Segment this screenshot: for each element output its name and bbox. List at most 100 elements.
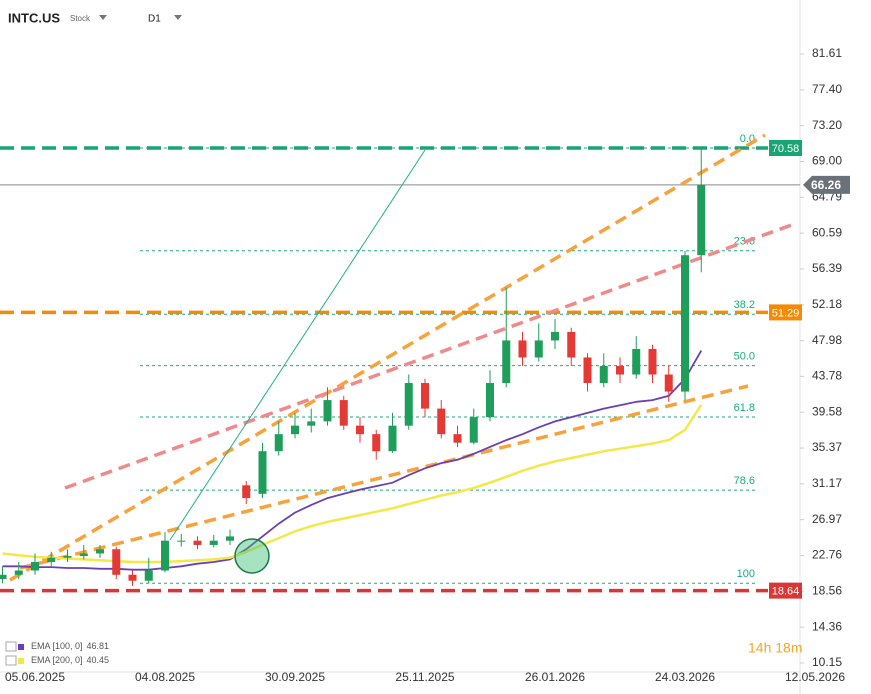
price-tag-label: 18.64 [772,586,800,598]
candle-body [421,383,429,409]
x-tick-label: 05.06.2025 [5,670,65,684]
candle-body [63,556,72,558]
fib-label: 100 [737,568,755,580]
y-tick-label: 35.37 [812,440,842,454]
trendline [169,149,426,541]
candle-body [31,561,39,571]
candle-body [567,331,576,358]
countdown: 14h 18m [748,640,802,656]
y-tick-label: 26.97 [812,512,842,526]
legend-entry: EMA [200, 0] 40.45 [31,655,109,665]
x-tick-label: 26.01.2026 [525,670,585,684]
legend-name: EMA [200, 0] [31,655,83,665]
symbol[interactable]: INTC.US [8,10,60,25]
y-tick-label: 10.15 [812,655,842,669]
candle-body [518,340,527,358]
trendline [64,221,798,490]
candle-body [599,365,608,384]
trendlines [9,133,798,582]
candle-body [112,549,121,575]
candle-body [161,540,169,571]
candle-body [47,557,56,562]
x-tick-label: 30.09.2025 [265,670,325,684]
candle-body [372,434,381,452]
price-tag-label: 51.29 [772,307,800,319]
legend-icon [5,641,17,652]
candle-body [486,383,494,418]
candle-body [697,184,706,256]
y-tick-label: 47.98 [812,333,842,347]
price-tag [769,582,802,599]
fib-label: 61.8 [734,402,755,414]
candle-body [144,570,153,581]
y-tick-label: 18.56 [812,583,842,597]
x-tick-label: 12.05.2026 [785,670,845,684]
y-tick-label: 60.59 [812,225,842,239]
y-tick-label: 81.61 [812,46,842,60]
candle-body [128,574,137,581]
y-tick-label: 73.20 [812,118,842,132]
y-tick-label: 14.36 [812,619,842,633]
candle-body [14,570,23,575]
y-tick-label: 69.00 [812,154,842,168]
candle-body [583,357,592,384]
candle-body [356,425,364,435]
legend-entry: EMA [100, 0] 46.81 [31,641,109,651]
legend-icon [5,655,17,666]
price-tag [769,304,802,321]
candle-body [242,485,251,499]
price-tag [769,140,802,157]
dropdown-arrow[interactable] [174,15,182,20]
candle-body [226,536,234,541]
interval[interactable]: D1 [148,14,161,25]
legend-swatch [18,644,24,650]
trendline [19,384,749,570]
fib-label: 38.2 [734,299,755,311]
candle-body [437,408,446,435]
candle-body [193,540,202,545]
candle-body [79,553,88,557]
candle-body [681,255,689,392]
y-tick-label: 56.39 [812,261,842,275]
candle-body [502,340,511,384]
y-tick-label: 77.40 [812,82,842,96]
y-tick-label: 31.17 [812,476,842,490]
candle-body [307,421,316,426]
candle-body [388,425,397,452]
candle-body [453,434,462,443]
legend-value: 40.45 [87,655,110,665]
legend-swatch [18,658,24,664]
candle-body [664,374,673,392]
y-tick-label: 43.78 [812,369,842,383]
candle-body [323,400,332,422]
candle-body [96,549,104,554]
candle-body [648,348,657,375]
candle-body [534,340,543,358]
candle-body [632,348,641,375]
candle-body [616,365,624,375]
y-tick-label: 39.58 [812,404,842,418]
candle-body [404,383,413,426]
legend-name: EMA [100, 0] [31,641,83,651]
legend-value: 46.81 [87,641,110,651]
candle-body [291,425,299,435]
candle-body [339,400,348,426]
last-price-tag [803,175,850,194]
x-tick-label: 24.03.2026 [655,670,715,684]
candle-body [551,331,559,341]
dropdown-arrow[interactable] [99,15,107,20]
fib-label: 78.6 [734,475,755,487]
x-tick-label: 04.08.2025 [135,670,195,684]
candle-body [209,540,218,545]
symbol-kind: Stock [70,14,91,23]
candle-body [0,574,7,580]
candle-body [258,451,267,494]
price-tag-label: 70.58 [772,143,800,155]
y-tick-label: 22.76 [812,548,842,562]
trendline [9,133,766,582]
highlight-circle [234,538,270,574]
candle-body [274,434,283,452]
last-price-label: 66.26 [811,178,841,192]
fib-label: 50.0 [734,351,755,363]
